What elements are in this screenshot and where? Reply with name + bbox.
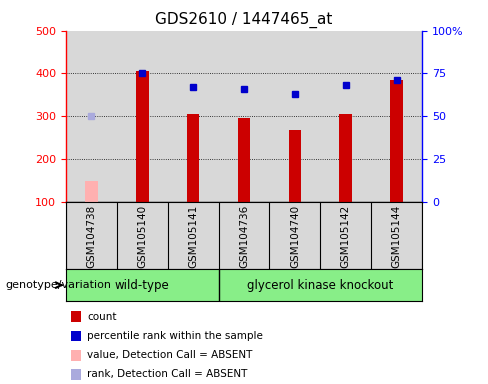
Text: GSM105142: GSM105142	[341, 205, 351, 268]
Text: GSM104740: GSM104740	[290, 205, 300, 268]
Text: genotype/variation: genotype/variation	[5, 280, 111, 290]
Text: percentile rank within the sample: percentile rank within the sample	[87, 331, 263, 341]
Text: glycerol kinase knockout: glycerol kinase knockout	[247, 279, 393, 291]
Text: value, Detection Call = ABSENT: value, Detection Call = ABSENT	[87, 350, 253, 360]
Text: wild-type: wild-type	[115, 279, 170, 291]
Text: GSM105140: GSM105140	[137, 205, 147, 268]
Bar	[288, 130, 301, 202]
Text: GSM104738: GSM104738	[86, 205, 96, 268]
Text: GSM105141: GSM105141	[188, 205, 198, 268]
Bar	[187, 114, 200, 202]
Text: rank, Detection Call = ABSENT: rank, Detection Call = ABSENT	[87, 369, 248, 379]
Bar	[238, 118, 250, 202]
Text: count: count	[87, 312, 117, 322]
Text: GSM104736: GSM104736	[239, 205, 249, 268]
Bar	[85, 181, 98, 202]
Bar	[136, 71, 148, 202]
Text: GSM105144: GSM105144	[392, 205, 402, 268]
Bar	[390, 80, 403, 202]
Bar	[340, 114, 352, 202]
Title: GDS2610 / 1447465_at: GDS2610 / 1447465_at	[155, 12, 333, 28]
